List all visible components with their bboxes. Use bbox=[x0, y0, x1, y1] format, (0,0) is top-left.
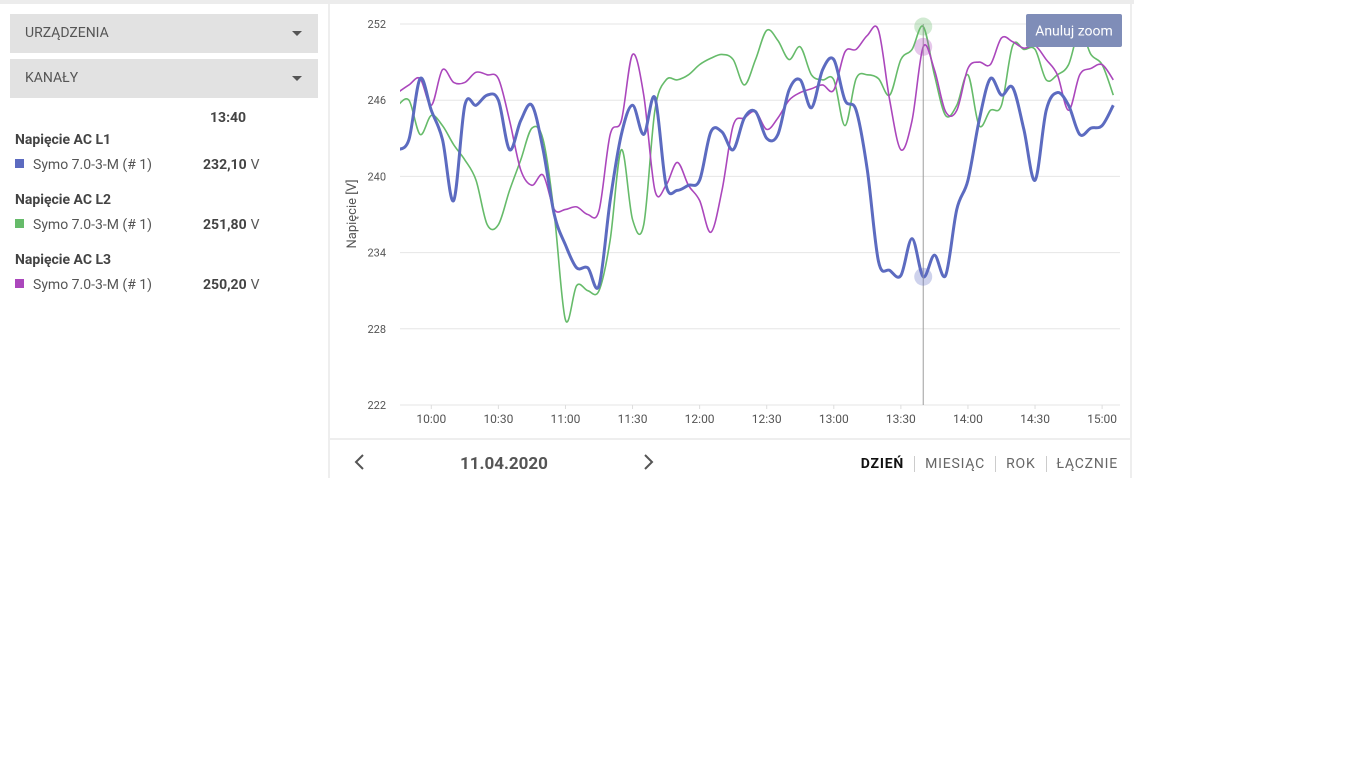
devices-dropdown[interactable]: URZĄDZENIA bbox=[10, 14, 318, 53]
y-tick-label: 222 bbox=[367, 399, 386, 412]
y-axis-label: Napięcie [V] bbox=[345, 179, 360, 248]
channel-row: Symo 7.0-3-M (# 1) 250,20 V bbox=[15, 277, 315, 297]
x-tick-label: 13:30 bbox=[886, 412, 916, 426]
channel-row: Symo 7.0-3-M (# 1) 232,10 V bbox=[15, 157, 315, 177]
top-bar bbox=[0, 0, 1134, 4]
channels-dropdown[interactable]: KANAŁY bbox=[10, 59, 318, 98]
next-arrow[interactable] bbox=[638, 452, 658, 472]
channel-group: Napięcie AC L3 Symo 7.0-3-M (# 1) 250,20 V bbox=[15, 252, 315, 297]
value-number: 251,80 bbox=[203, 217, 247, 233]
value-number: 250,20 bbox=[203, 277, 247, 293]
period-tab[interactable]: ROK bbox=[995, 456, 1045, 472]
x-tick-label: 14:00 bbox=[953, 412, 983, 426]
prev-arrow[interactable] bbox=[350, 452, 370, 472]
y-tick-label: 246 bbox=[367, 94, 386, 107]
x-tick-label: 12:30 bbox=[752, 412, 782, 426]
cursor-time: 13:40 bbox=[210, 110, 247, 126]
value: 250,20 V bbox=[203, 277, 260, 293]
channel-row: Symo 7.0-3-M (# 1) 251,80 V bbox=[15, 217, 315, 237]
chart: 222 228 234 240 246 252 10:00 10:30 11:00 11:30 12… bbox=[345, 14, 1122, 426]
period-tabs: DZIEŃ MIESIĄC ROK ŁĄCZNIE bbox=[851, 456, 1118, 472]
legend-swatch bbox=[15, 159, 24, 168]
x-tick-label: 11:00 bbox=[551, 412, 581, 426]
group-title: Napięcie AC L3 bbox=[15, 252, 112, 268]
series-line bbox=[400, 25, 1115, 323]
sidebar: URZĄDZENIA KANAŁY 13:40 Napięcie AC L1 Sy… bbox=[0, 4, 330, 478]
channel-group: Napięcie AC L1 Symo 7.0-3-M (# 1) 232,10 V bbox=[15, 132, 315, 177]
footer: 11.04.2020 DZIEŃ MIESIĄC ROK ŁĄCZNIE bbox=[330, 438, 1132, 478]
hover-marker bbox=[914, 17, 933, 36]
x-tick-label: 12:00 bbox=[685, 412, 715, 426]
group-title: Napięcie AC L2 bbox=[15, 192, 112, 208]
value: 232,10 V bbox=[203, 157, 260, 173]
reset-zoom-button[interactable] bbox=[1026, 14, 1122, 47]
chart-panel: 222 228 234 240 246 252 10:00 10:30 11:00 11:30 12… bbox=[330, 4, 1132, 438]
hover-marker bbox=[914, 267, 933, 286]
dropdown-label: KANAŁY bbox=[25, 70, 79, 86]
period-tab[interactable]: DZIEŃ bbox=[860, 456, 905, 472]
group-title: Napięcie AC L1 bbox=[15, 132, 112, 148]
legend-swatch bbox=[15, 279, 24, 288]
x-tick-label: 10:30 bbox=[483, 412, 513, 426]
chart-layer: 222 228 234 240 246 252 10:00 10:30 11:00 11:30 12… bbox=[345, 14, 1122, 426]
dropdown-label: URZĄDZENIA bbox=[25, 25, 109, 41]
value-unit: V bbox=[250, 157, 260, 173]
device-name: Symo 7.0-3-M (# 1) bbox=[33, 217, 153, 233]
value-unit: V bbox=[250, 277, 260, 293]
device-name: Symo 7.0-3-M (# 1) bbox=[33, 277, 153, 293]
y-tick-label: 240 bbox=[367, 170, 386, 183]
caret bbox=[292, 76, 302, 81]
reset-zoom-label[interactable]: Anuluj zoom bbox=[1035, 24, 1113, 40]
y-tick-label: 234 bbox=[367, 247, 386, 260]
period-tab[interactable]: MIESIĄC bbox=[914, 456, 995, 472]
x-tick-label: 11:30 bbox=[618, 412, 648, 426]
legend-swatch bbox=[15, 219, 24, 228]
y-tick-label: 252 bbox=[367, 18, 386, 31]
value: 251,80 V bbox=[203, 217, 260, 233]
hover-marker bbox=[914, 37, 933, 56]
series-line bbox=[400, 56, 1115, 290]
value-unit: V bbox=[250, 217, 260, 233]
channel-group: Napięcie AC L2 Symo 7.0-3-M (# 1) 251,80 V bbox=[15, 192, 315, 237]
value-number: 232,10 bbox=[203, 157, 247, 173]
y-tick-label: 228 bbox=[367, 323, 386, 336]
x-tick-label: 10:00 bbox=[416, 412, 446, 426]
x-tick-label: 13:00 bbox=[819, 412, 849, 426]
x-tick-label: 15:00 bbox=[1087, 412, 1117, 426]
period-tab[interactable]: ŁĄCZNIE bbox=[1045, 456, 1118, 472]
caret bbox=[292, 31, 302, 36]
device-name: Symo 7.0-3-M (# 1) bbox=[33, 157, 153, 173]
x-tick-label: 14:30 bbox=[1020, 412, 1050, 426]
date: 11.04.2020 bbox=[460, 454, 548, 474]
